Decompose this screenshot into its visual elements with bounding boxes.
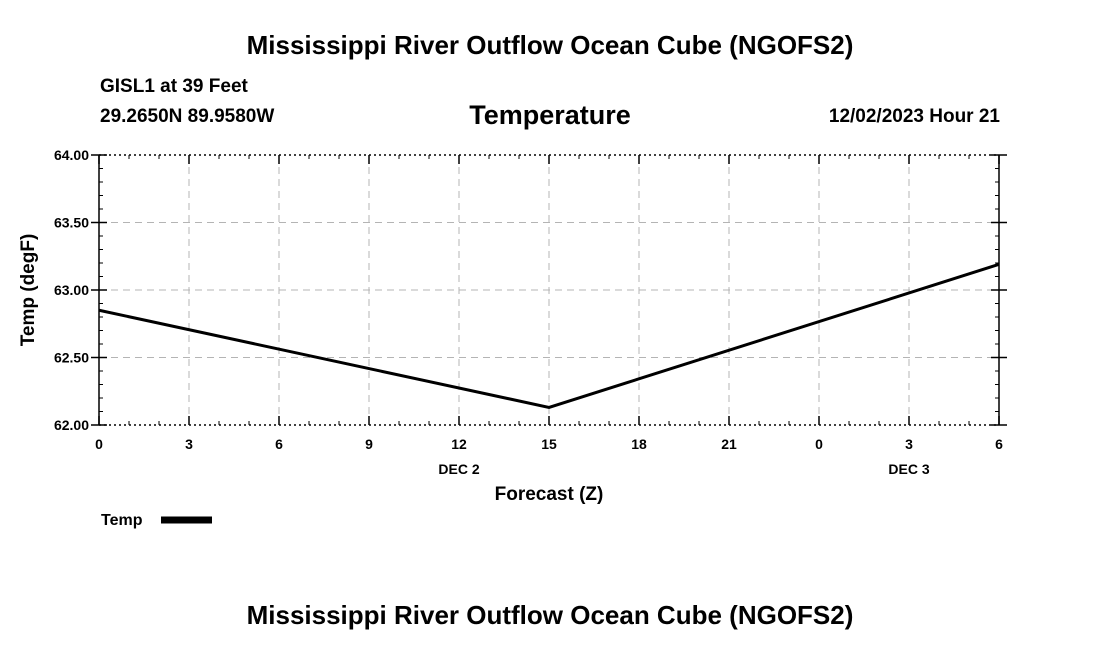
x-tick-label: 0 [815, 436, 823, 452]
station-label: GISL1 at 39 Feet [100, 76, 248, 97]
x-tick-label: 3 [185, 436, 193, 452]
x-tick-label: 0 [95, 436, 103, 452]
x-tick-label: 15 [541, 436, 557, 452]
y-tick-label: 62.00 [54, 417, 89, 433]
y-tick-label: 63.50 [54, 215, 89, 231]
footer-title: Mississippi River Outflow Ocean Cube (NG… [246, 600, 854, 630]
y-tick-label: 63.00 [54, 282, 89, 298]
x-tick-label: 3 [905, 436, 913, 452]
x-tick-label: 21 [721, 436, 737, 452]
x-date-label: DEC 3 [888, 461, 929, 477]
x-date-label: DEC 2 [438, 461, 479, 477]
x-tick-label: 6 [995, 436, 1003, 452]
y-axis-title: Temp (degF) [18, 234, 39, 347]
x-axis-title: Forecast (Z) [495, 484, 604, 505]
forecast-datetime: 12/02/2023 Hour 21 [828, 106, 1000, 127]
x-tick-label: 18 [631, 436, 647, 452]
x-tick-label: 6 [275, 436, 283, 452]
station-coordinates: 29.2650N 89.9580W [100, 106, 275, 127]
chart-title: Mississippi River Outflow Ocean Cube (NG… [246, 30, 854, 60]
y-tick-label: 64.00 [54, 147, 89, 163]
legend-label-temp: Temp [101, 512, 143, 529]
x-tick-label: 12 [451, 436, 467, 452]
x-tick-label: 9 [365, 436, 373, 452]
y-tick-label: 62.50 [54, 350, 89, 366]
variable-title: Temperature [469, 100, 631, 130]
